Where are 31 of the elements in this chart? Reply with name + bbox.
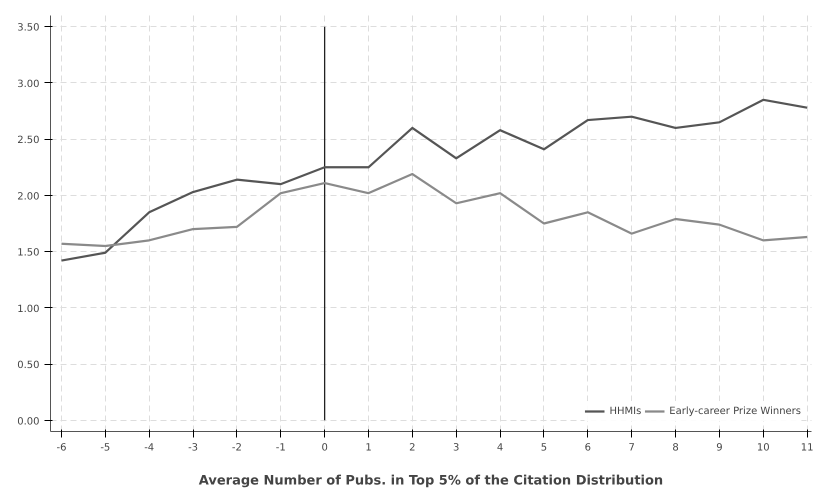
x-tick-label: 11 xyxy=(800,442,814,454)
line-series xyxy=(60,98,808,262)
line-series xyxy=(60,172,808,248)
x-tick-label: 8 xyxy=(672,442,679,454)
x-tick-label: -2 xyxy=(232,442,242,454)
x-tick-label: 10 xyxy=(756,442,770,454)
x-tick-label: 1 xyxy=(365,442,372,454)
x-tick-label: 6 xyxy=(584,442,591,454)
x-tick-label: 7 xyxy=(628,442,635,454)
y-tick-label: 1.50 xyxy=(17,248,40,259)
x-tick-label: 4 xyxy=(496,442,504,454)
x-tick-label: -6 xyxy=(56,442,66,454)
y-tick-label: 2.00 xyxy=(17,191,40,202)
legend-label: Early-career Prize Winners xyxy=(669,406,801,416)
x-axis-title: Average Number of Pubs. in Top 5% of the Citation Distribution xyxy=(198,474,664,488)
y-tick-label: 2.50 xyxy=(17,135,40,146)
x-tick-label: 0 xyxy=(321,442,328,454)
legend-label: HHMIs xyxy=(609,406,642,416)
x-tick-label: 5 xyxy=(540,442,548,454)
x-tick-label: 2 xyxy=(409,442,416,454)
y-tick-label: 0.50 xyxy=(17,360,40,372)
x-tick-label: 3 xyxy=(453,442,460,454)
x-tick-label: -3 xyxy=(188,442,198,454)
x-tick-label: -5 xyxy=(100,442,110,454)
y-tick-label: 1.00 xyxy=(17,304,40,315)
y-tick-label: 3.00 xyxy=(17,78,40,90)
x-tick-label: -1 xyxy=(276,442,286,454)
y-tick-label: 0.00 xyxy=(17,416,40,428)
x-tick-label: -4 xyxy=(144,442,154,454)
x-tick-label: 9 xyxy=(716,442,723,454)
y-tick-label: 3.50 xyxy=(17,22,40,34)
